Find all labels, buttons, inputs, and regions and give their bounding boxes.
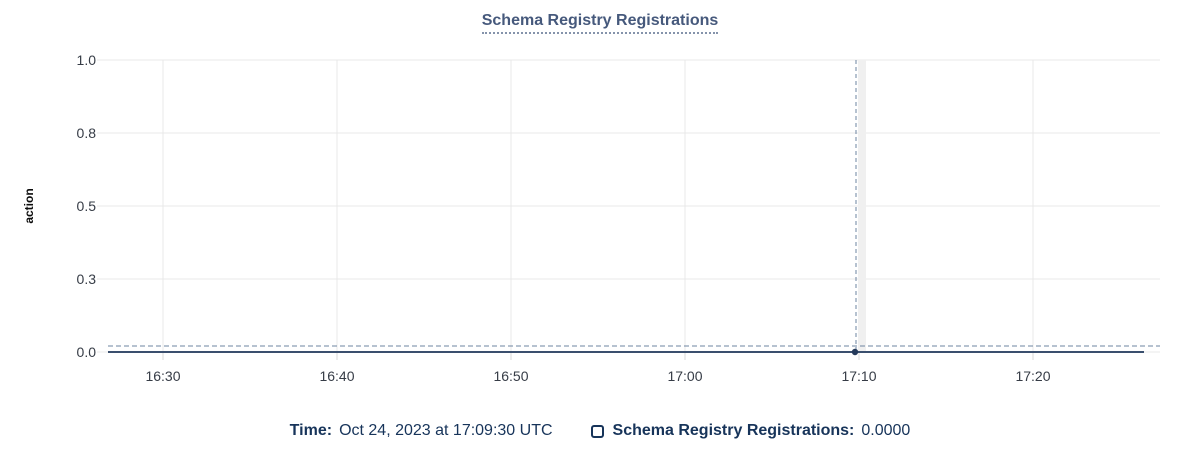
y-tick-label: 0.0	[77, 344, 97, 360]
crosshair-band	[858, 60, 866, 352]
y-tick-label: 0.3	[77, 271, 97, 287]
tooltip-time-value: Oct 24, 2023 at 17:09:30 UTC	[339, 422, 553, 439]
tooltip-legend-bar: Time: Oct 24, 2023 at 17:09:30 UTC Schem…	[0, 419, 1200, 443]
x-tick-label: 16:50	[493, 368, 528, 384]
tooltip-time-label: Time:	[289, 422, 333, 439]
x-tick-label: 17:00	[667, 368, 702, 384]
y-axis-title: action	[22, 188, 36, 223]
chart-title-row: Schema Registry Registrations	[0, 12, 1200, 34]
y-tick-label: 0.5	[77, 198, 97, 214]
legend-item-schema-registry-registrations[interactable]: Schema Registry Registrations: 0.0000	[590, 422, 911, 440]
x-tick-label: 16:30	[145, 368, 180, 384]
chart-plot-area[interactable]: 1.0 0.8 0.5 0.3 0.0 16:30 16:40 16:50 17…	[0, 0, 1200, 410]
legend-series-value: 0.0000	[861, 422, 911, 439]
x-tick-label: 17:10	[841, 368, 876, 384]
chart-title-link[interactable]: Schema Registry Registrations	[481, 12, 719, 34]
y-tick-label: 0.8	[77, 125, 97, 141]
y-tick-label: 1.0	[77, 52, 97, 68]
x-tick-label: 17:20	[1015, 368, 1050, 384]
series-point-marker[interactable]	[851, 348, 859, 356]
x-tick-label: 16:40	[319, 368, 354, 384]
legend-series-label: Schema Registry Registrations:	[612, 422, 855, 439]
legend-series-swatch-checkbox[interactable]	[590, 424, 604, 438]
